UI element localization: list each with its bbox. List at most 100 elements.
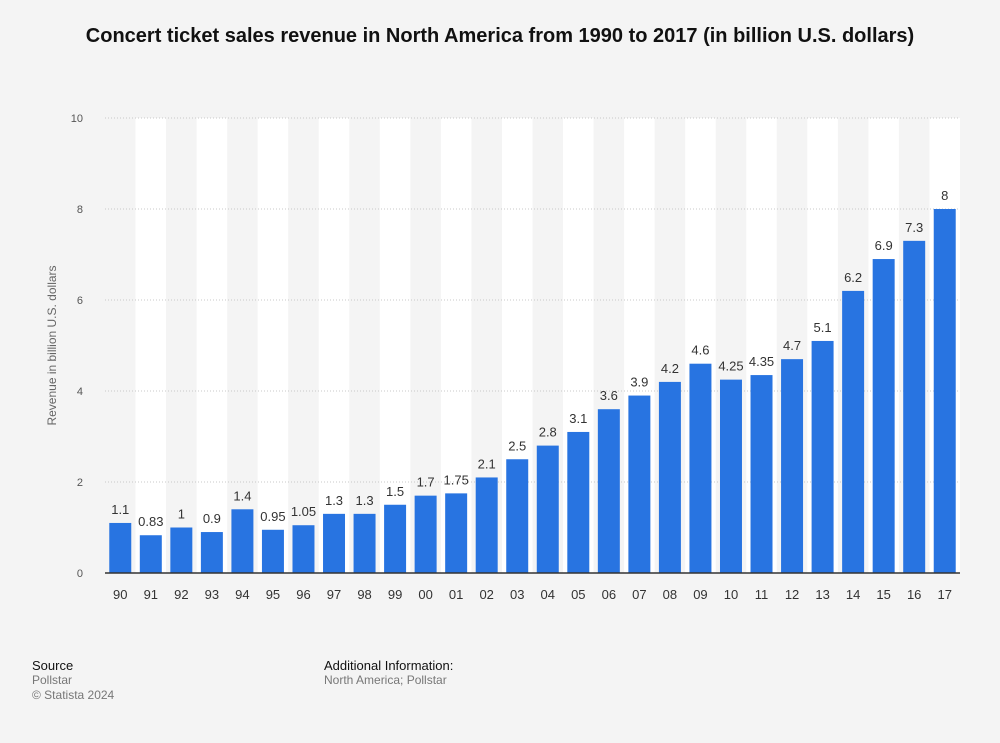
bar[interactable] (475, 477, 498, 573)
x-tick-label: 13 (815, 587, 829, 602)
bar-value-label: 6.9 (875, 238, 893, 253)
bar-value-label: 1.75 (444, 472, 469, 487)
bar-value-label: 0.83 (138, 514, 163, 529)
x-tick-label: 93 (205, 587, 219, 602)
x-tick-label: 97 (327, 587, 341, 602)
x-tick-label: 92 (174, 587, 188, 602)
x-tick-label: 10 (724, 587, 738, 602)
source-block: Source Pollstar © Statista 2024 (32, 658, 114, 703)
y-tick-label: 10 (71, 113, 83, 125)
bar[interactable] (933, 209, 956, 573)
column-stripe (318, 118, 350, 573)
x-tick-label: 91 (144, 587, 158, 602)
bar-value-label: 4.35 (749, 354, 774, 369)
x-tick-label: 16 (907, 587, 921, 602)
bar[interactable] (109, 522, 132, 573)
bar-value-label: 1.5 (386, 484, 404, 499)
bar-value-label: 1 (178, 507, 185, 522)
bar-value-label: 0.95 (260, 509, 285, 524)
x-tick-label: 11 (755, 587, 769, 602)
bar-value-label: 5.1 (814, 320, 832, 335)
x-tick-label: 08 (663, 587, 677, 602)
column-stripe (379, 118, 411, 573)
y-tick-label: 6 (77, 295, 83, 307)
x-tick-label: 02 (479, 587, 493, 602)
bars (109, 209, 956, 574)
x-tick-label: 07 (632, 587, 646, 602)
x-tick-label: 04 (541, 587, 555, 602)
bar[interactable] (536, 445, 559, 573)
bar[interactable] (903, 240, 926, 573)
bar-value-label: 3.6 (600, 388, 618, 403)
additional-info-text: North America; Pollstar (324, 673, 447, 687)
bar[interactable] (628, 395, 651, 573)
bar[interactable] (445, 493, 468, 573)
bar[interactable] (414, 495, 437, 573)
x-tick-label: 17 (937, 587, 951, 602)
x-axis-ticks: 90 91 92 93 94 95 96 97 98 99 00 01 02 03 04 05 06 07 08 09… (113, 587, 952, 602)
copyright: © Statista 2024 (32, 688, 115, 702)
bar-value-label: 1.1 (111, 502, 129, 517)
bar-value-label: 0.9 (203, 511, 221, 526)
bar[interactable] (811, 340, 834, 573)
bar[interactable] (842, 290, 865, 573)
x-tick-label: 99 (388, 587, 402, 602)
x-tick-label: 05 (571, 587, 585, 602)
additional-info-heading: Additional Information: (324, 658, 454, 673)
bar[interactable] (261, 529, 284, 573)
column-stripe (257, 118, 289, 573)
bar[interactable] (597, 409, 620, 573)
column-stripe (135, 118, 167, 573)
bar-value-label: 1.3 (325, 493, 343, 508)
bar-value-label: 4.2 (661, 361, 679, 376)
bar[interactable] (384, 504, 407, 573)
bar-value-labels: 1.1 0.83 1 0.9 1.4 0.95 1.05 1.3 1.3 1.5 1.7 1.75 2.… (111, 188, 948, 529)
bar[interactable] (781, 359, 804, 573)
bar-value-label: 3.9 (630, 375, 648, 390)
y-tick-label: 2 (77, 477, 83, 489)
x-tick-label: 15 (876, 587, 890, 602)
source-name[interactable]: Pollstar (32, 673, 73, 687)
bar[interactable] (506, 459, 529, 573)
bar-value-label: 3.1 (569, 411, 587, 426)
x-tick-label: 98 (357, 587, 371, 602)
bar[interactable] (872, 259, 895, 573)
source-heading: Source (32, 658, 74, 673)
x-tick-label: 03 (510, 587, 524, 602)
bar-value-label: 6.2 (844, 270, 862, 285)
bar[interactable] (170, 527, 193, 574)
x-tick-label: 00 (418, 587, 432, 602)
bar[interactable] (231, 509, 254, 573)
bar-value-label: 7.3 (905, 220, 923, 235)
bar[interactable] (200, 532, 223, 573)
y-tick-label: 0 (77, 568, 83, 580)
y-tick-label: 8 (77, 204, 83, 216)
bar[interactable] (323, 513, 346, 573)
bar[interactable] (292, 525, 315, 573)
y-axis-ticks: 0 2 4 6 8 10 (71, 113, 83, 580)
x-tick-label: 95 (266, 587, 280, 602)
bar-value-label: 4.25 (718, 359, 743, 374)
bar-value-label: 1.05 (291, 504, 316, 519)
bar[interactable] (750, 375, 773, 573)
x-tick-label: 96 (296, 587, 310, 602)
bar-value-label: 1.4 (233, 488, 251, 503)
bar[interactable] (719, 379, 742, 573)
bar[interactable] (353, 513, 376, 573)
x-tick-label: 01 (449, 587, 463, 602)
x-tick-label: 90 (113, 587, 127, 602)
bar[interactable] (689, 363, 712, 573)
bar-value-label: 4.6 (691, 343, 709, 358)
x-tick-label: 12 (785, 587, 799, 602)
column-stripe (196, 118, 228, 573)
bar[interactable] (139, 535, 162, 573)
bar-value-label: 1.7 (417, 475, 435, 490)
bar-value-label: 8 (941, 188, 948, 203)
bar-value-label: 2.1 (478, 456, 496, 471)
bar[interactable] (567, 431, 590, 573)
bar-value-label: 4.7 (783, 338, 801, 353)
chart-title: Concert ticket sales revenue in North Am… (85, 25, 915, 47)
bar[interactable] (658, 381, 681, 573)
bar-value-label: 2.5 (508, 438, 526, 453)
x-tick-label: 14 (846, 587, 860, 602)
